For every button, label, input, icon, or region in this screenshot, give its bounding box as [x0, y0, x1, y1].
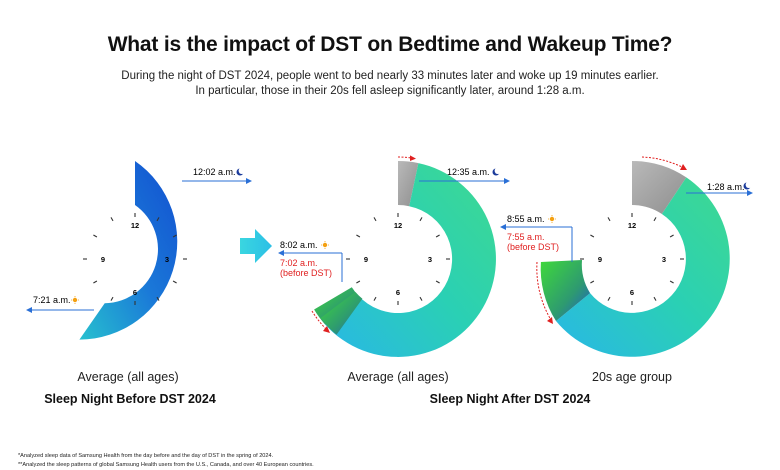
- sun-icon: [548, 215, 556, 223]
- wakeup-arrowhead: [26, 307, 32, 313]
- sleep-arc-before: [79, 161, 178, 340]
- wakeup-shift-arrow: [536, 261, 552, 321]
- clock-caption-before: Average (all ages): [77, 370, 179, 384]
- moon-icon: [743, 181, 752, 190]
- clock-number-12: 12: [131, 221, 139, 230]
- subtitle-line-2: In particular, those in their 20s fell a…: [195, 85, 585, 97]
- sleep-arc-after: [556, 177, 730, 357]
- bedtime-shift-arrow: [641, 156, 683, 168]
- clock-caption-after-20s: 20s age group: [592, 370, 672, 384]
- bedtime-shift-arrowhead: [680, 164, 687, 170]
- wakeup-label: 8:55 a.m.: [507, 214, 545, 224]
- bedtime-arrowhead: [246, 178, 252, 184]
- clock-number-9: 9: [364, 255, 368, 264]
- subtitle-line-1: During the night of DST 2024, people wen…: [121, 70, 659, 82]
- clock-number-9: 9: [598, 255, 602, 264]
- wakeup-label: 8:02 a.m.: [280, 240, 318, 250]
- clock-number-6: 6: [396, 288, 400, 297]
- sleep-arc-after: [325, 163, 496, 357]
- footnote-1: *Analyzed sleep data of Samsung Health f…: [18, 453, 274, 459]
- bedtime-shift-arrow: [397, 156, 413, 159]
- moon-icon: [492, 167, 501, 176]
- wakeup-arrowhead: [500, 224, 506, 230]
- clock-ticks: [580, 213, 684, 305]
- clock-caption-after-average: Average (all ages): [347, 370, 449, 384]
- wakeup-before-dst-time: 7:02 a.m.: [280, 258, 318, 268]
- clock-after-dst-average: 12 3 6 9 12:35 a.m. 8:02 a.m. 7:02 a.m. …: [278, 155, 510, 357]
- footnote-2: **Analyzed the sleep patterns of global …: [18, 462, 314, 468]
- shift-arc-wakeup: [540, 260, 591, 321]
- clock-number-9: 9: [101, 255, 105, 264]
- shift-arc-bedtime: [398, 160, 419, 207]
- sun-icon: [321, 241, 329, 249]
- wakeup-before-dst-time: 7:55 a.m.: [507, 232, 545, 242]
- clock-number-3: 3: [662, 255, 666, 264]
- clock-number-6: 6: [133, 288, 137, 297]
- moon-icon: [236, 167, 245, 176]
- wakeup-shift-arrowhead: [547, 317, 553, 324]
- wakeup-shift-arrowhead: [323, 326, 330, 333]
- clock-number-12: 12: [628, 221, 636, 230]
- bedtime-shift-arrowhead: [410, 155, 416, 161]
- clock-number-6: 6: [630, 288, 634, 297]
- wakeup-before-dst-note: (before DST): [507, 242, 559, 252]
- sun-icon: [71, 296, 79, 304]
- transition-arrow-icon: [240, 229, 272, 263]
- clock-number-3: 3: [428, 255, 432, 264]
- shift-arc-wakeup-wide: [320, 291, 363, 335]
- wakeup-arrowhead: [278, 250, 284, 256]
- page-title: What is the impact of DST on Bedtime and…: [107, 33, 673, 56]
- clock-before-dst: 12 3 6 9 12:02 a.m. 7:21 a.m.: [26, 161, 252, 340]
- group-label-after: Sleep Night After DST 2024: [429, 392, 591, 406]
- wakeup-label: 7:21 a.m.: [33, 295, 71, 305]
- clock-number-12: 12: [394, 221, 402, 230]
- clock-ticks: [83, 213, 187, 305]
- clock-after-dst-20s: 12 3 6 9 1:28 a.m. 8:55 a.m. 7:55 a.m. (…: [500, 156, 753, 357]
- bedtime-arrowhead: [747, 190, 753, 196]
- bedtime-label: 1:28 a.m.: [707, 182, 745, 192]
- bedtime-arrowhead: [504, 178, 510, 184]
- bedtime-label: 12:35 a.m.: [447, 167, 490, 177]
- clock-number-3: 3: [165, 255, 169, 264]
- wakeup-shift-arrow: [311, 310, 328, 331]
- bedtime-label: 12:02 a.m.: [193, 167, 236, 177]
- shift-arc-bedtime: [632, 161, 687, 214]
- clock-ticks: [346, 213, 450, 305]
- group-label-before: Sleep Night Before DST 2024: [44, 392, 216, 406]
- wakeup-before-dst-note: (before DST): [280, 268, 332, 278]
